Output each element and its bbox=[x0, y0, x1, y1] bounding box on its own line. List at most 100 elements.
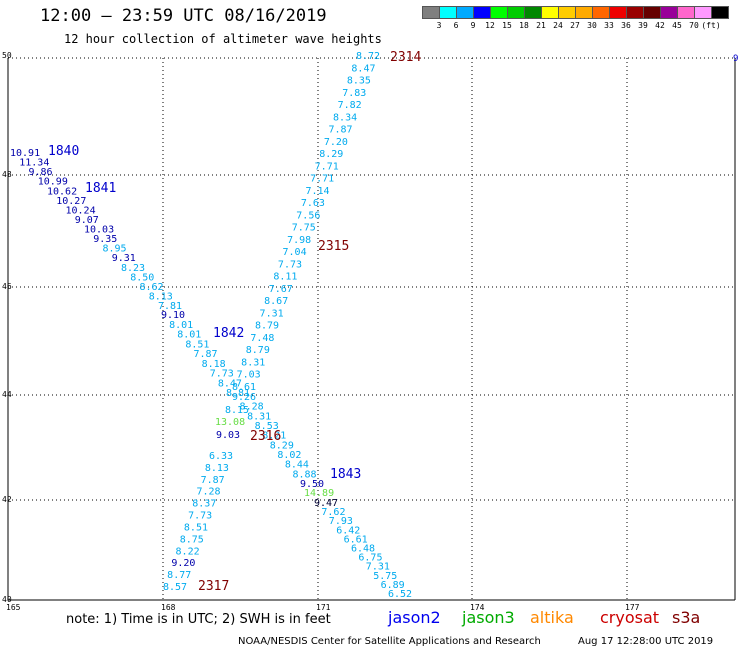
legend-label: 3 bbox=[436, 21, 442, 30]
legend-color-bar bbox=[422, 6, 729, 19]
track-point-label: 8.22 bbox=[176, 546, 200, 557]
track-point-label: 6.52 bbox=[388, 589, 412, 600]
track-point-label: 8.35 bbox=[347, 76, 371, 87]
track-point-label: 8.31 bbox=[247, 411, 271, 422]
lon-label: 165 bbox=[6, 603, 21, 612]
edge-label: 9 bbox=[733, 54, 738, 64]
track-point-label: 8.88 bbox=[292, 469, 316, 480]
track-point-label: 10.62 bbox=[47, 186, 77, 197]
track-point-label: 8.29 bbox=[319, 149, 343, 160]
track-point-label: 8.44 bbox=[285, 460, 309, 471]
track-point-label: 8.95 bbox=[103, 244, 127, 255]
lon-label: 171 bbox=[316, 603, 331, 612]
page-title: 12:00 – 23:59 UTC 08/16/2019 bbox=[40, 6, 327, 26]
track-point-label: 7.56 bbox=[296, 210, 320, 221]
track-point-label: 8.47 bbox=[218, 378, 242, 389]
legend-label: 45 bbox=[672, 21, 682, 30]
lat-label: 46 bbox=[2, 282, 12, 291]
track-point-label: 8.62 bbox=[140, 282, 164, 293]
track-point-label: 9.03 bbox=[216, 430, 240, 441]
track-point-label: 8.51 bbox=[184, 522, 208, 533]
track-point-label: 7.98 bbox=[287, 235, 311, 246]
mission-s3a: s3a bbox=[672, 608, 701, 627]
track-point-label: 8.28 bbox=[240, 402, 264, 413]
legend-label: 18 bbox=[519, 21, 529, 30]
track-id-2314: 2314 bbox=[390, 50, 421, 65]
track-point-label: 8.11 bbox=[273, 272, 297, 283]
legend-label: 21 bbox=[536, 21, 546, 30]
track-point-label: 8.61 bbox=[232, 382, 256, 393]
legend-swatch bbox=[711, 6, 729, 19]
track-point-label: 8.01 bbox=[177, 330, 201, 341]
track-point-label: 7.62 bbox=[321, 507, 345, 518]
track-point-label: 7.31 bbox=[366, 562, 390, 573]
track-point-label: 8.79 bbox=[255, 321, 279, 332]
track-point-label: 9.47 bbox=[314, 498, 338, 509]
track-id-1842: 1842 bbox=[213, 326, 244, 341]
track-point-label: 7.93 bbox=[329, 516, 353, 527]
track-point-label: 7.04 bbox=[283, 247, 307, 258]
track-point-label: 8.72 bbox=[356, 51, 380, 62]
footer-center: NOAA/NESDIS Center for Satellite Applica… bbox=[238, 636, 541, 647]
legend-label: 9 bbox=[470, 21, 476, 30]
track-point-label: 6.61 bbox=[344, 534, 368, 545]
track-point-label: 9.20 bbox=[171, 558, 195, 569]
track-point-label: 8.01 bbox=[169, 320, 193, 331]
track-point-label: 10.03 bbox=[84, 225, 114, 236]
track-point-label: 7.71 bbox=[315, 161, 339, 172]
track-point-label: 9.07 bbox=[75, 215, 99, 226]
track-id-1843: 1843 bbox=[330, 467, 361, 482]
track-point-label: 7.87 bbox=[201, 475, 225, 486]
track-point-label: 9.31 bbox=[112, 253, 136, 264]
track-point-label: 8.75 bbox=[180, 534, 204, 545]
track-point-label: 7.28 bbox=[196, 487, 220, 498]
track-point-label: 9.26 bbox=[232, 392, 256, 403]
track-point-label: 6.89 bbox=[381, 580, 405, 591]
track-point-label: 7.81 bbox=[158, 301, 182, 312]
track-point-label: 7.67 bbox=[269, 284, 293, 295]
legend-label: 70 bbox=[689, 21, 699, 30]
track-points: 8.728.478.357.837.828.347.877.208.297.71… bbox=[10, 50, 421, 600]
track-point-label: 7.31 bbox=[260, 308, 284, 319]
legend-label: 27 bbox=[570, 21, 580, 30]
track-point-label: 8.77 bbox=[167, 570, 191, 581]
track-point-label: 7.48 bbox=[250, 333, 274, 344]
track-point-label: 6.75 bbox=[358, 553, 382, 564]
lon-label: 168 bbox=[161, 603, 176, 612]
track-point-label: 9.35 bbox=[93, 234, 117, 245]
mission-jason2: jason2 bbox=[388, 608, 441, 627]
track-point-label: 7.73 bbox=[278, 259, 302, 270]
lon-label: 174 bbox=[470, 603, 485, 612]
track-point-label: 6.42 bbox=[336, 525, 360, 536]
track-point-label: 8.34 bbox=[333, 112, 357, 123]
track-point-label: 9.10 bbox=[161, 310, 185, 321]
track-point-label: 10.24 bbox=[66, 205, 96, 216]
track-id-2317: 2317 bbox=[198, 579, 229, 594]
track-point-label: 7.87 bbox=[328, 125, 352, 136]
page-subtitle: 12 hour collection of altimeter wave hei… bbox=[64, 32, 382, 46]
track-point-label: 8.23 bbox=[121, 263, 145, 274]
track-point-label: 10.27 bbox=[56, 196, 86, 207]
legend-label: 33 bbox=[604, 21, 614, 30]
track-point-label: 7.82 bbox=[338, 100, 362, 111]
track-id-1841: 1841 bbox=[85, 181, 116, 196]
track-point-label: 8.51 bbox=[185, 339, 209, 350]
legend-labels: 3 6 9 12 15 18 21 24 27 30 33 36 39 42 45 70 (ft) bbox=[422, 19, 728, 31]
track-point-label: 7.73 bbox=[188, 511, 212, 522]
lat-label: 40 bbox=[2, 595, 12, 604]
footer-timestamp: Aug 17 12:28:00 UTC 2019 bbox=[578, 636, 714, 647]
track-point-label: 8.50 bbox=[130, 272, 154, 283]
track-id-2315: 2315 bbox=[318, 239, 349, 254]
track-point-label: 14.89 bbox=[304, 488, 334, 499]
track-point-label: 8.81 bbox=[226, 388, 250, 399]
legend-label: 24 bbox=[553, 21, 563, 30]
color-legend: 3 6 9 12 15 18 21 24 27 30 33 36 39 42 45 70 (ft) bbox=[422, 6, 729, 31]
track-point-label: 7.71 bbox=[310, 174, 334, 185]
track-point-label: 8.18 bbox=[202, 359, 226, 370]
lat-label: 42 bbox=[2, 495, 12, 504]
track-point-label: 7.14 bbox=[305, 186, 329, 197]
footer-note: note: 1) Time is in UTC; 2) SWH is in fe… bbox=[66, 612, 331, 627]
track-point-label: 10.99 bbox=[38, 177, 68, 188]
mission-altika: altika bbox=[530, 608, 574, 627]
